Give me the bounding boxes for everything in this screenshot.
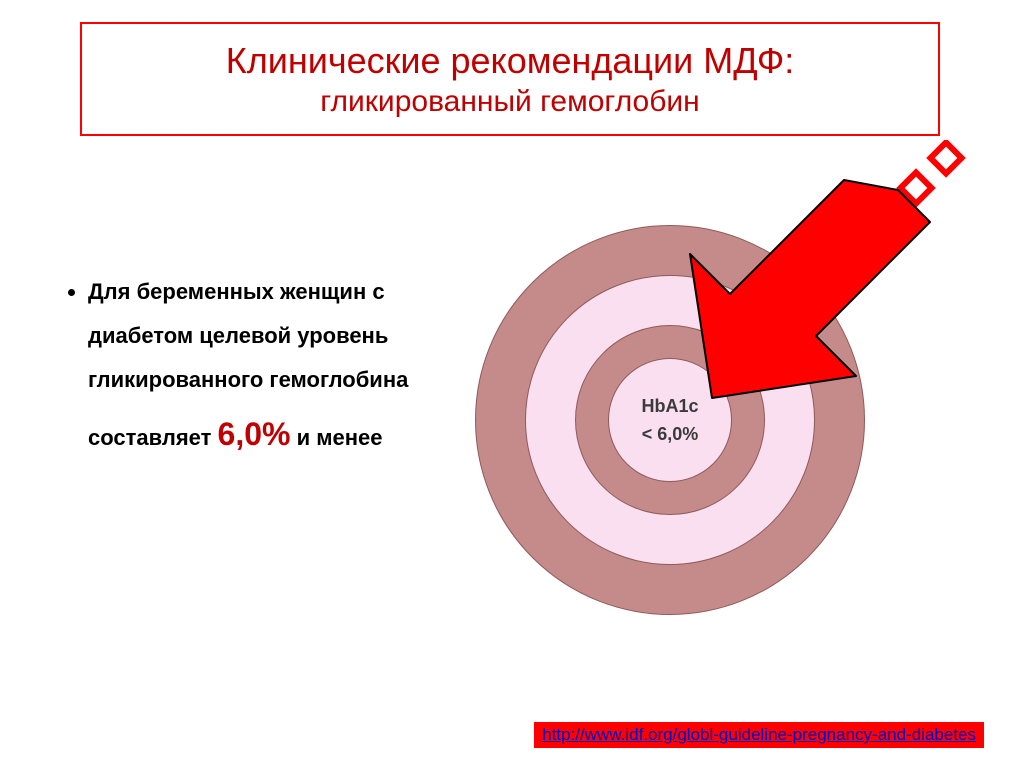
target-ring-center (608, 358, 732, 482)
title-line-1: Клинические рекомендации МДФ: (226, 38, 794, 83)
bullet-item: Для беременных женщин с диабетом целевой… (88, 270, 420, 466)
title-line-2: гликированный гемоглобин (320, 83, 699, 121)
bullet-emph: 6,0% (218, 416, 291, 452)
target-center-label-top: HbA1c (460, 396, 880, 417)
target-diagram: HbA1c < 6,0% (460, 210, 880, 630)
title-box: Клинические рекомендации МДФ: гликирован… (80, 22, 940, 136)
bullet-suffix: и менее (297, 425, 383, 450)
target-center-label-bottom: < 6,0% (460, 424, 880, 445)
body-text: Для беременных женщин с диабетом целевой… (60, 270, 420, 466)
footer-source-link[interactable]: http://www.idf.org/globl-guideline-pregn… (534, 722, 984, 748)
